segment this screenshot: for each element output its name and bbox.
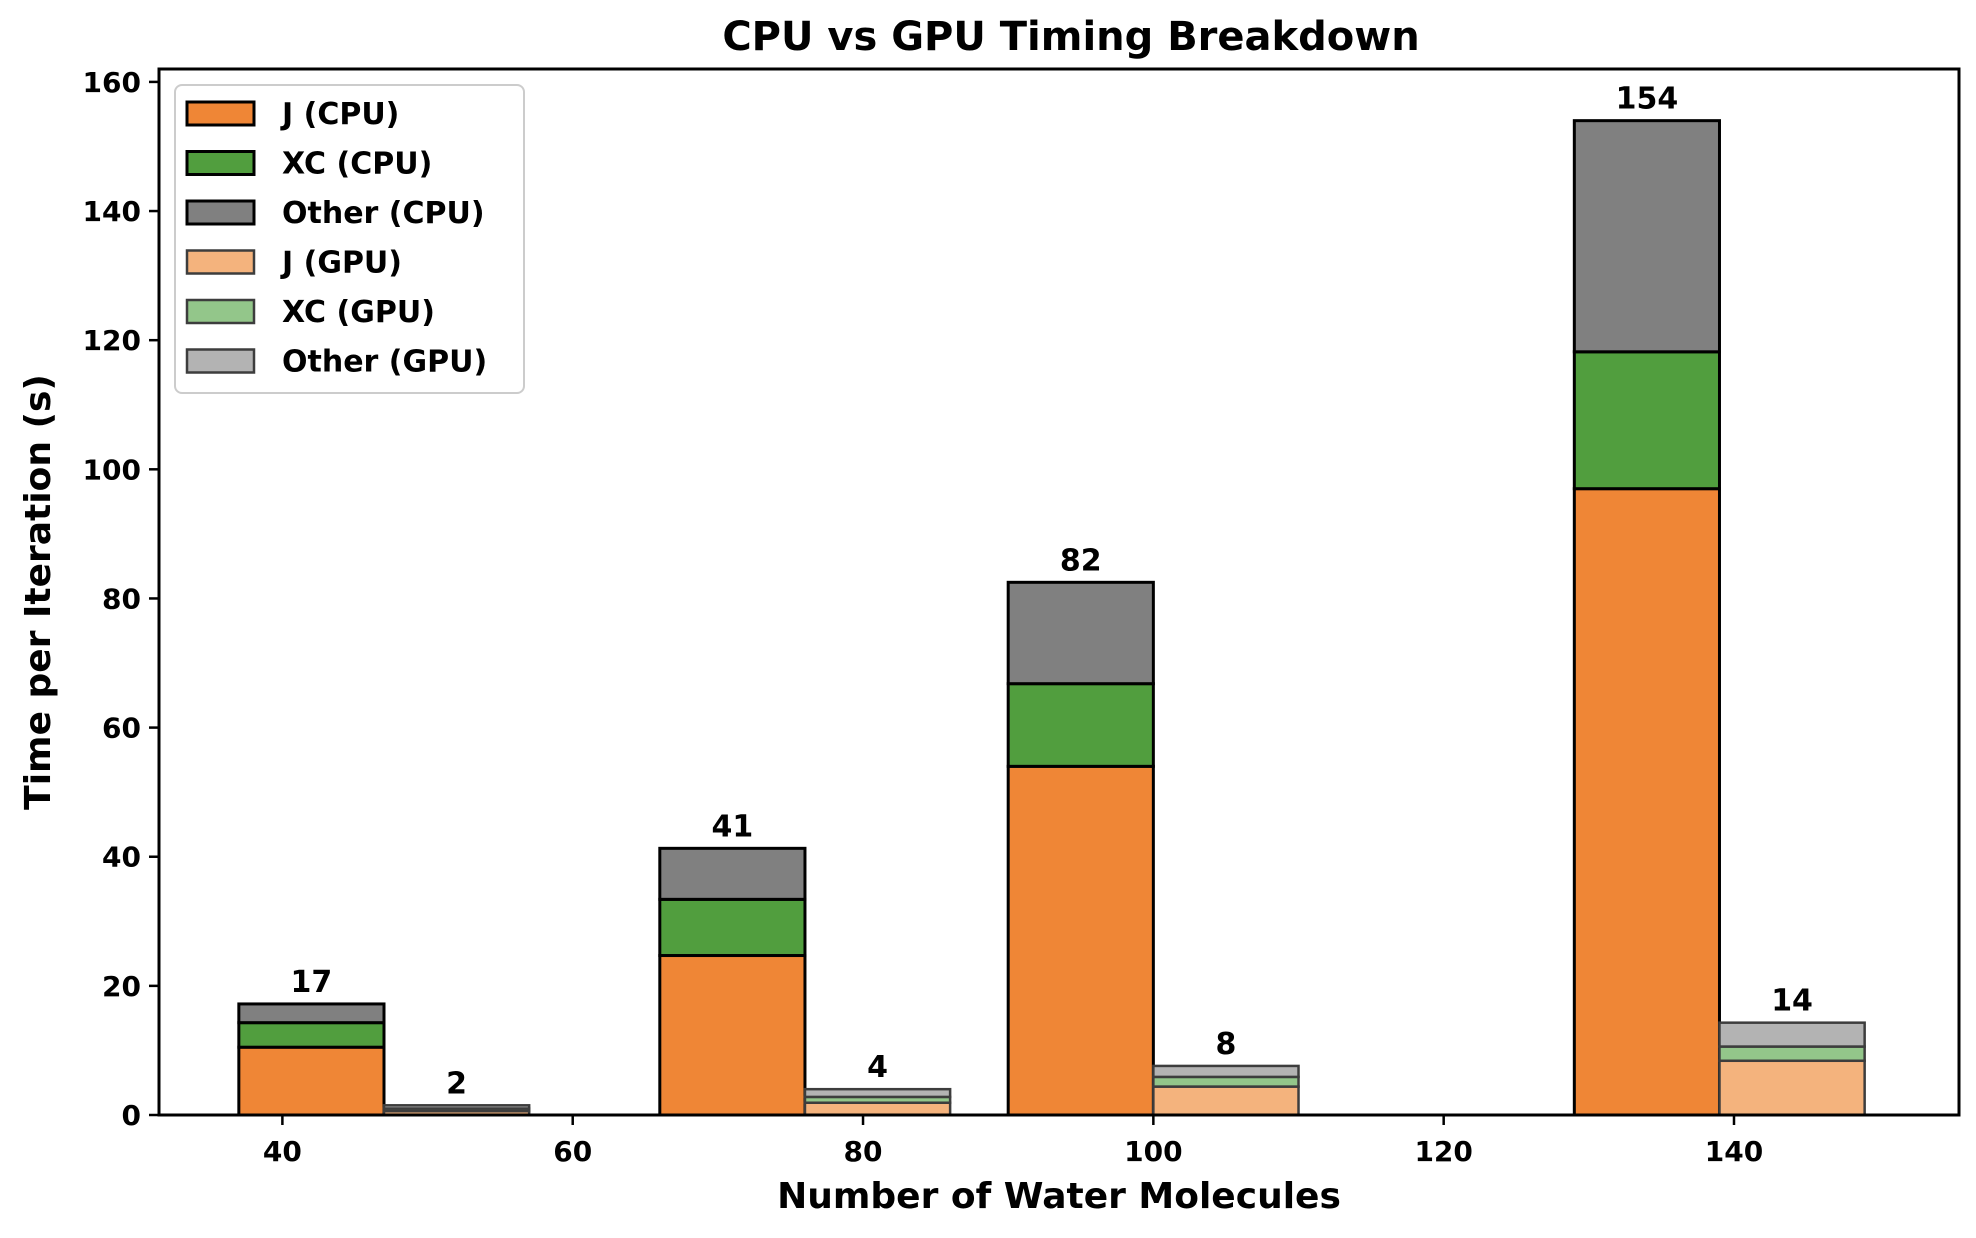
bar-j-gpu-140: [1718, 1059, 1866, 1117]
legend-label: XC (CPU): [282, 147, 432, 182]
total-label-cpu-70: 41: [712, 809, 754, 844]
legend-swatch: [185, 100, 256, 127]
total-label-gpu-40: 2: [446, 1066, 467, 1101]
x-axis-title: Number of Water Molecules: [777, 1176, 1341, 1217]
bar-other-gpu-100: [1152, 1064, 1300, 1079]
legend-label: J (GPU): [280, 246, 402, 281]
x-tick-label: 100: [1124, 1135, 1182, 1168]
bar-xc-cpu-100: [1006, 682, 1155, 768]
legend-label: XC (GPU): [282, 295, 435, 330]
legend-swatch: [185, 150, 256, 176]
bar-j-cpu-100: [1006, 764, 1155, 1117]
bar-xc-cpu-40: [237, 1021, 386, 1049]
legend-swatch: [185, 348, 256, 374]
y-tick-label: 80: [102, 582, 141, 615]
total-label-cpu-100: 82: [1060, 543, 1102, 578]
legend-label: Other (GPU): [282, 345, 487, 380]
x-tick-label: 60: [553, 1135, 592, 1168]
legend-label: J (CPU): [280, 97, 399, 132]
bar-j-cpu-70: [658, 954, 807, 1117]
legend-label: Other (CPU): [282, 196, 485, 231]
bar-xc-cpu-140: [1572, 350, 1721, 491]
x-axis: 40 60 80 100 120 140: [263, 1115, 1763, 1168]
x-tick-label: 40: [263, 1135, 302, 1168]
y-axis-title: Time per Iteration (s): [18, 374, 59, 810]
bar-other-cpu-140: [1572, 119, 1721, 354]
total-label-gpu-100: 8: [1215, 1027, 1236, 1062]
y-tick-label: 40: [102, 841, 141, 874]
y-tick-label: 60: [102, 712, 141, 745]
total-label-gpu-70: 4: [867, 1050, 888, 1085]
legend-swatch: [185, 199, 256, 226]
y-tick-label: 160: [83, 66, 141, 99]
total-label-gpu-140: 14: [1771, 984, 1813, 1019]
total-label-cpu-40: 17: [291, 965, 333, 1000]
legend: J (CPU) XC (CPU) Other (CPU) J (GPU) XC (GPU…: [174, 84, 525, 394]
y-tick-label: 20: [102, 970, 141, 1003]
bar-xc-gpu-100: [1152, 1075, 1300, 1088]
bar-j-cpu-140: [1572, 487, 1721, 1117]
bar-j-cpu-40: [237, 1045, 386, 1117]
bar-other-gpu-70: [803, 1087, 952, 1099]
bar-other-gpu-40: [382, 1104, 531, 1110]
legend-frame: [174, 84, 525, 394]
bar-xc-cpu-70: [658, 897, 807, 958]
bar-other-cpu-40: [237, 1002, 386, 1025]
total-labels-layer: 17 2 41 4 82 8 154 14: [291, 82, 1813, 1102]
bar-j-gpu-70: [803, 1101, 952, 1117]
y-tick-label: 0: [122, 1099, 141, 1132]
plot-area-frame: [157, 67, 1961, 1117]
x-tick-label: 140: [1705, 1135, 1763, 1168]
bar-xc-gpu-140: [1718, 1045, 1866, 1063]
bar-other-cpu-70: [658, 846, 807, 901]
legend-swatch: [185, 298, 256, 325]
legend-swatch: [185, 249, 256, 275]
x-tick-label: 80: [844, 1135, 883, 1168]
y-tick-label: 120: [83, 324, 141, 357]
y-tick-label: 140: [83, 195, 141, 228]
bars-layer: [237, 119, 1866, 1117]
chart-title: CPU vs GPU Timing Breakdown: [722, 14, 1419, 60]
bar-other-gpu-140: [1718, 1021, 1866, 1048]
y-axis: 0 20 40 60 80 100 120 140 160: [83, 66, 159, 1132]
bar-j-gpu-100: [1152, 1085, 1300, 1117]
y-tick-label: 100: [83, 453, 141, 486]
x-tick-label: 120: [1414, 1135, 1472, 1168]
bar-other-cpu-100: [1006, 580, 1155, 686]
total-label-cpu-140: 154: [1616, 82, 1679, 117]
